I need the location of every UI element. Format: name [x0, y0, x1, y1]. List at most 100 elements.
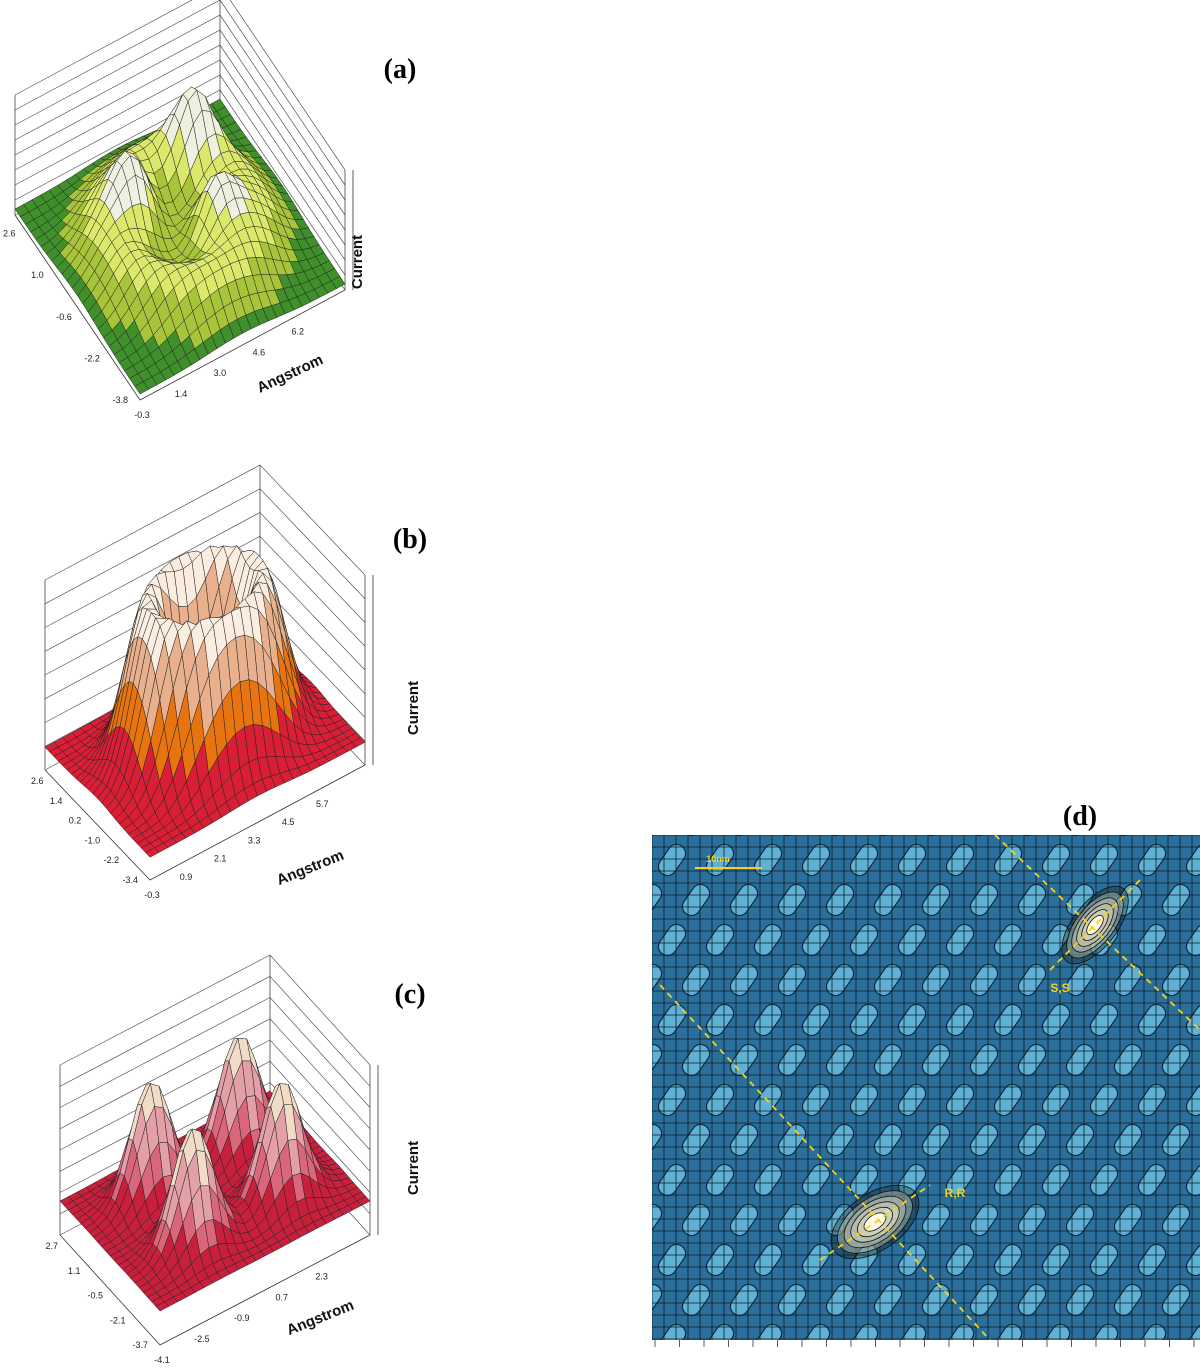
lattice-spot [1089, 1163, 1119, 1197]
wall-line [14, 0, 346, 171]
lattice-spot [969, 963, 999, 997]
lattice-spot [753, 1323, 783, 1340]
axis-title: Current [405, 681, 422, 735]
lattice-spot [921, 1043, 951, 1077]
lattice-spot [681, 835, 711, 837]
lattice-spot [801, 1083, 831, 1117]
lattice-spot [897, 923, 927, 957]
left-tick-label: 1.0 [31, 270, 44, 280]
lattice-spot [705, 1323, 735, 1340]
bottom-tick-label: -4.1 [154, 1355, 170, 1365]
lattice-spot [921, 1283, 951, 1317]
surface-cell [134, 381, 149, 395]
axis-title: Angstrom [254, 351, 325, 396]
lattice-spot [777, 1283, 807, 1317]
axis-line [44, 764, 366, 881]
lattice-spot [897, 1323, 927, 1340]
lattice-spot [1065, 1283, 1095, 1317]
lattice-spot [1041, 923, 1071, 957]
left-tick-label: -2.2 [104, 855, 120, 865]
lattice-spot [1113, 1283, 1143, 1317]
lattice-spot [921, 835, 951, 837]
lattice-spot [1065, 1203, 1095, 1237]
lattice-spot [705, 1163, 735, 1197]
lattice-spot [945, 843, 975, 877]
guide-line [659, 984, 991, 1340]
lattice-spot [825, 1283, 855, 1317]
axis-line [59, 1234, 371, 1346]
scale-bar-label: 10nm [706, 854, 730, 864]
lattice-spot [1161, 1043, 1191, 1077]
lattice-spot [705, 923, 735, 957]
lattice-spot [1161, 1283, 1191, 1317]
lattice-spot [945, 1083, 975, 1117]
left-tick-label: -0.5 [87, 1291, 103, 1301]
lattice-spot [1161, 1203, 1191, 1237]
lattice-spot [849, 1323, 879, 1340]
left-tick-label: 2.6 [31, 776, 44, 786]
lattice-spot [583, 881, 617, 919]
bottom-tick-label: 0.7 [275, 1292, 288, 1302]
lattice-spot [657, 1083, 687, 1117]
lattice-spot [849, 923, 879, 957]
lattice-spot [657, 843, 687, 877]
lattice-spot [1185, 1163, 1200, 1197]
lattice-spot [1113, 1043, 1143, 1077]
bottom-tick-label: 5.7 [316, 799, 329, 809]
lattice-spot [943, 761, 977, 799]
bottom-tick-label: 4.6 [253, 347, 266, 357]
lattice-spot [1161, 835, 1191, 837]
lattice-spot [681, 1043, 711, 1077]
wall-line [59, 954, 371, 1066]
lattice-spot [607, 921, 641, 959]
lattice-spot [945, 923, 975, 957]
bottom-tick-label: -2.5 [194, 1334, 210, 1344]
lattice-spot [1017, 963, 1047, 997]
lattice-spot [801, 843, 831, 877]
lattice-spot [559, 1321, 593, 1359]
lattice-spot [1137, 1083, 1167, 1117]
lattice-spot [777, 1043, 807, 1077]
lattice-spot [1065, 963, 1095, 997]
wall-line [14, 0, 346, 186]
lattice-spot [1089, 923, 1119, 957]
lattice-spot [1185, 843, 1200, 877]
bottom-tick-label: -0.3 [134, 410, 150, 420]
lattice-spot [753, 923, 783, 957]
bottom-tick-label: 2.1 [214, 854, 227, 864]
lattice-spot [1017, 1043, 1047, 1077]
lattice-spot [777, 835, 807, 837]
stm-image: (d) 10nm S,S R,R [559, 761, 1200, 1370]
lattice-spot [583, 1361, 617, 1370]
lattice-spot [1185, 923, 1200, 957]
lattice-spot [1017, 1283, 1047, 1317]
bottom-tick-label: 6.2 [292, 326, 305, 336]
lattice-spot [993, 843, 1023, 877]
axis-line [14, 214, 346, 401]
lattice-spot [847, 761, 881, 799]
lattice-spot [969, 835, 999, 837]
lattice-spot [652, 963, 663, 997]
lattice-spot [825, 835, 855, 837]
panel-label: (a) [384, 54, 417, 85]
panel-label: (b) [393, 524, 427, 555]
lattice-spot [825, 963, 855, 997]
surface-cell [145, 847, 160, 858]
lattice-spot [753, 1163, 783, 1197]
marker-label: R,R [945, 1186, 966, 1200]
lattice-spot [703, 761, 737, 799]
lattice-spot [729, 1203, 759, 1237]
lattice-spot [801, 1323, 831, 1340]
lattice-spot [993, 1163, 1023, 1197]
lattice-spot [559, 921, 593, 959]
surface-plot: 2.6 1.4 0.2-1.0-2.2-3.4 -0.3 0.9 2.1 3.3 4.5 5.7… [31, 464, 427, 900]
lattice-spot [1041, 1083, 1071, 1117]
lattice-spot [1089, 843, 1119, 877]
lattice-spot [873, 963, 903, 997]
lattice-spot [1161, 963, 1191, 997]
lattice-spot [1111, 1361, 1145, 1370]
lattice-spot [991, 761, 1025, 799]
surface-cell [155, 1301, 170, 1312]
lattice-spot [825, 1043, 855, 1077]
